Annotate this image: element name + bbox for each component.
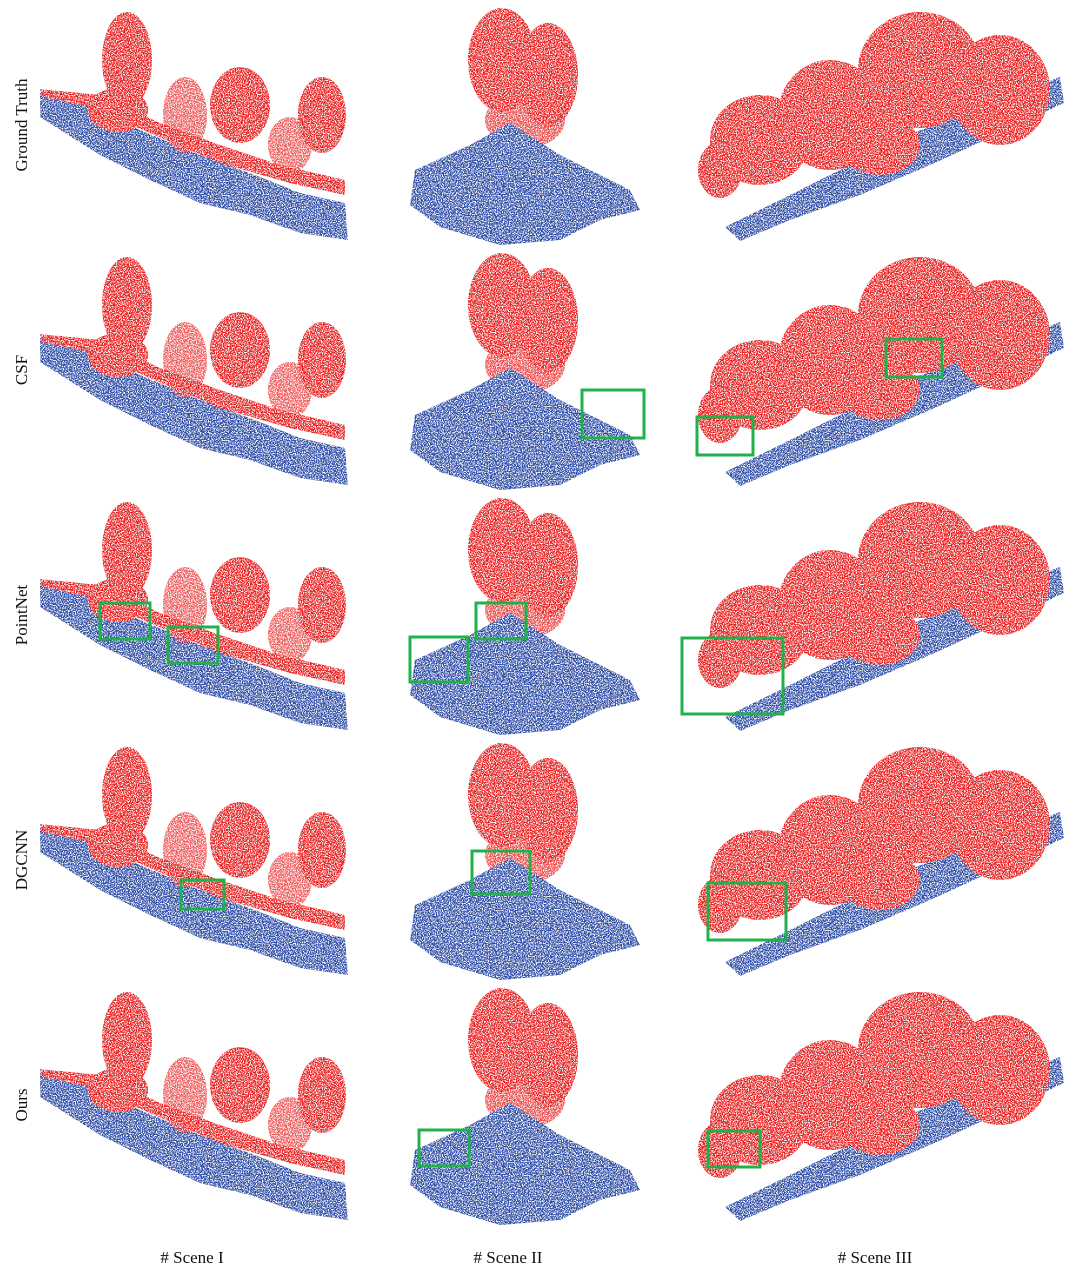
row-label: DGCNN xyxy=(12,830,31,890)
point-cloud xyxy=(410,988,640,1225)
point-cloud xyxy=(40,502,348,730)
point-cloud xyxy=(698,747,1064,976)
point-cloud xyxy=(698,12,1064,241)
page: Ground Truth CSF PointNet DGCNN Ours # Scene … xyxy=(0,0,1066,1275)
figure: Ground Truth CSF PointNet DGCNN Ours # Scene … xyxy=(0,0,1066,1275)
row-label: PointNet xyxy=(12,585,31,646)
point-cloud xyxy=(410,253,640,490)
point-cloud xyxy=(410,743,640,980)
point-cloud xyxy=(40,12,348,240)
point-cloud xyxy=(410,8,640,245)
column-label: # Scene II xyxy=(474,1248,543,1267)
row-label: Ground Truth xyxy=(12,78,31,172)
row-label: CSF xyxy=(12,355,31,385)
point-cloud xyxy=(40,747,348,975)
point-cloud xyxy=(40,992,348,1220)
row-label: Ours xyxy=(12,1088,31,1121)
point-cloud xyxy=(698,502,1064,731)
column-label: # Scene III xyxy=(838,1248,913,1267)
rows xyxy=(40,8,1064,1225)
figure-row xyxy=(40,253,1064,490)
figure-row xyxy=(40,498,1064,735)
column-label: # Scene I xyxy=(160,1248,224,1267)
figure-row xyxy=(40,988,1064,1225)
figure-row xyxy=(40,8,1064,245)
figure-row xyxy=(40,743,1064,980)
point-cloud xyxy=(40,257,348,485)
point-cloud xyxy=(698,992,1064,1221)
